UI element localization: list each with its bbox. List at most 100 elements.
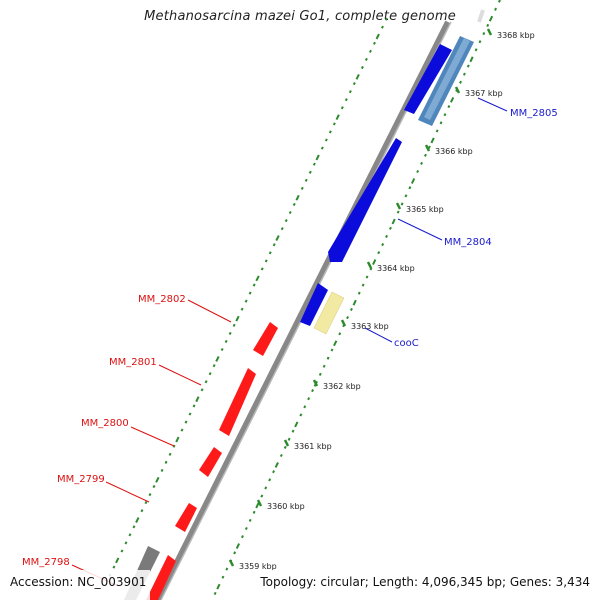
gc-track-mark	[488, 15, 494, 22]
genome-backbone	[155, 20, 451, 600]
gc-track-mark	[275, 235, 280, 241]
scale-tick-label: 3361 kbp	[294, 442, 332, 451]
cds-cooc-feature[interactable]	[313, 291, 345, 335]
cds-mm-2802-feature[interactable]	[253, 322, 278, 356]
gc-track-mark	[368, 49, 372, 53]
gc-track-mark	[264, 486, 268, 490]
gc-track-mark	[135, 517, 140, 524]
gc-track-mark	[344, 98, 348, 102]
gc-track-mark	[332, 122, 336, 126]
gc-track-mark	[365, 275, 369, 279]
gc-track-mark	[299, 413, 303, 417]
gc-track-mark	[172, 444, 176, 448]
label-leader-mm-2800	[130, 426, 175, 447]
cds-mm-2799-feature[interactable]	[175, 503, 197, 532]
gc-track-mark	[128, 533, 132, 537]
scale-tick-label: 3366 kbp	[435, 147, 473, 156]
gc-track-mark	[264, 259, 268, 263]
gc-track-mark	[312, 162, 316, 166]
gc-track-mark	[152, 484, 156, 489]
scale-tick-label: 3365 kbp	[406, 205, 444, 214]
gc-track-mark	[274, 462, 279, 468]
gc-track-mark	[283, 445, 287, 449]
label-leader-mm-2805	[477, 97, 508, 112]
scale-tick-label: 3360 kbp	[267, 502, 305, 511]
gc-track-mark	[335, 114, 340, 121]
gc-track-mark	[352, 299, 357, 306]
gc-track-mark	[294, 421, 299, 428]
scale-tick-mark	[340, 319, 347, 327]
gc-track-mark	[377, 251, 381, 255]
footer-right-backdrop	[255, 570, 600, 600]
gc-track-mark	[188, 412, 192, 416]
gc-track-mark	[195, 396, 200, 403]
scale-tick-mark	[424, 144, 431, 152]
gene-label-mm-2804[interactable]: MM_2804	[444, 237, 492, 248]
scale-tick-mark	[486, 28, 493, 36]
gene-label-mm-2798[interactable]: MM_2798	[22, 557, 70, 568]
gc-track-mark	[155, 476, 160, 483]
gc-track-mark	[349, 307, 353, 312]
gene-label-cooc[interactable]: cooC	[394, 338, 419, 349]
gc-track-mark	[304, 178, 308, 182]
gc-track-mark	[318, 372, 322, 376]
gc-track-mark	[459, 80, 463, 84]
cds-forward-feature[interactable]	[404, 44, 452, 114]
gc-track-mark	[132, 525, 136, 529]
gc-track-mark	[326, 356, 330, 360]
gene-label-mm-2799[interactable]: MM_2799	[57, 474, 105, 485]
gc-track-mark	[372, 259, 377, 266]
gc-track-mark	[279, 453, 283, 458]
gc-track-mark	[144, 501, 148, 505]
scale-tick-label: 3364 kbp	[377, 264, 415, 273]
gc-track-mark	[268, 251, 272, 255]
gene-label-mm-2800[interactable]: MM_2800	[81, 418, 129, 429]
gc-track-mark	[466, 64, 470, 68]
gc-track-mark	[291, 429, 295, 433]
cds-mm-2801-feature[interactable]	[219, 368, 256, 436]
gc-track-mark	[400, 202, 404, 206]
gc-track-mark	[308, 170, 312, 174]
gc-track-mark	[450, 96, 455, 103]
gc-track-mark	[435, 129, 439, 133]
gene-label-mm-2801[interactable]: MM_2801	[109, 357, 157, 368]
cds-mm-2798-feature[interactable]	[146, 555, 176, 600]
cds-mm-2804-feature[interactable]	[328, 138, 402, 262]
gc-track-mark	[112, 565, 116, 569]
footer-left-backdrop	[0, 570, 150, 600]
gc-track-mark	[255, 275, 260, 282]
gc-track-mark	[224, 339, 228, 344]
gene-label-mm-2802[interactable]: MM_2802	[138, 294, 186, 305]
scale-tick-mark	[256, 499, 263, 507]
gc-track-mark	[208, 372, 212, 376]
gc-track-mark	[494, 7, 498, 11]
scale-tick-label: 3363 kbp	[351, 322, 389, 331]
gc-track-mark	[255, 502, 260, 509]
label-leader-mm-2799	[105, 481, 150, 503]
gc-track-mark	[288, 210, 292, 215]
label-leader-mm-2801	[158, 364, 202, 386]
gc-track-mark	[355, 73, 360, 80]
gc-track-mark	[469, 56, 474, 63]
gc-track-mark	[175, 436, 180, 443]
gc-track-mark	[324, 138, 328, 142]
gc-content-track-outer	[108, 17, 388, 577]
gc-track-mark	[346, 315, 350, 320]
cds-forward-feature-2[interactable]	[300, 283, 328, 326]
cds-mm-2800-feature[interactable]	[199, 447, 222, 477]
gc-track-mark	[307, 397, 311, 401]
gc-track-mark	[233, 551, 237, 555]
gc-track-mark	[244, 299, 248, 303]
gc-track-mark	[248, 518, 252, 522]
gc-track-mark	[322, 364, 326, 368]
gc-track-mark	[272, 470, 275, 474]
gc-track-mark	[482, 32, 486, 36]
gc-track-mark	[427, 145, 431, 149]
gc-track-mark	[124, 541, 128, 545]
gc-track-mark	[439, 121, 443, 125]
gene-label-mm-2805[interactable]: MM_2805	[510, 108, 558, 119]
gc-track-mark	[364, 57, 368, 61]
gc-track-mark	[404, 194, 408, 198]
gc-track-mark	[292, 202, 296, 207]
